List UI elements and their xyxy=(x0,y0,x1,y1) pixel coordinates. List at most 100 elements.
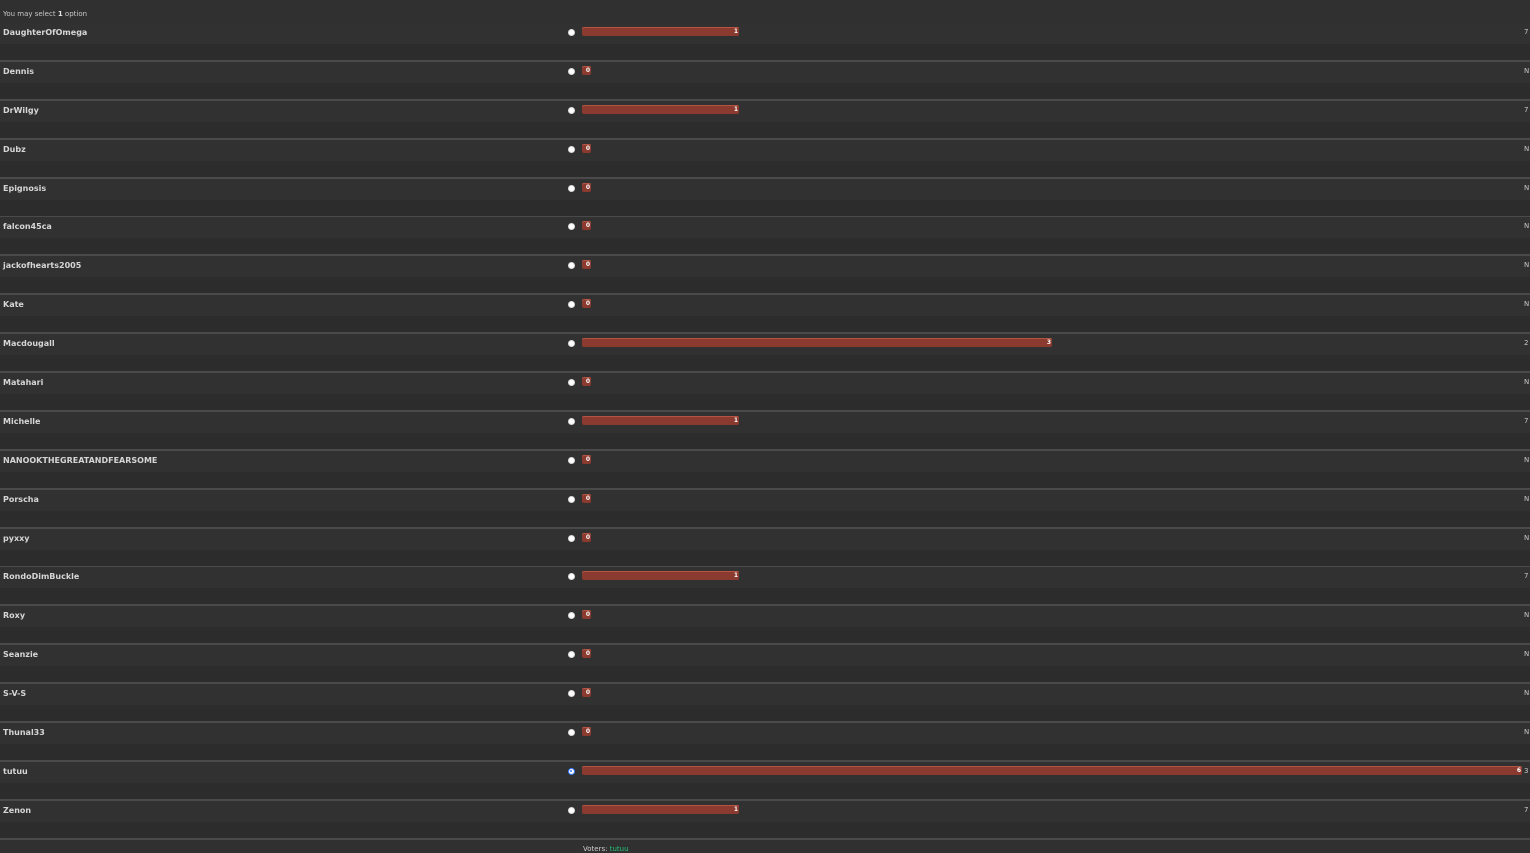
row-divider xyxy=(0,798,1530,801)
poll-option-voters-row: Voters: tutuu xyxy=(0,821,1530,853)
vote-count: 0 xyxy=(585,378,590,386)
vote-bar: 1 xyxy=(582,571,739,581)
option-name: Seanzie xyxy=(3,650,39,660)
vote-count: 0 xyxy=(585,611,590,619)
poll-instructions: You may select 1 option xyxy=(3,9,87,19)
poll-option-main: jackofhearts2005 0 N xyxy=(0,256,1530,279)
option-radio-button[interactable] xyxy=(568,184,575,192)
vote-count: 0 xyxy=(585,261,590,269)
vote-percent: N xyxy=(1524,261,1530,270)
poll-option-row: S-V-S0NVoters: None xyxy=(0,684,1530,736)
poll-option-main: pyxxy 0 N xyxy=(0,528,1530,551)
row-divider xyxy=(0,371,1530,374)
vote-bar: 0 xyxy=(582,610,591,620)
row-divider xyxy=(0,332,1530,335)
option-radio-button[interactable] xyxy=(568,806,575,814)
poll-option-row: RondoDimBuckle 1 7 Voters: Thunal33 xyxy=(0,567,1530,619)
option-radio-button[interactable] xyxy=(568,340,575,348)
vote-bar: 1 xyxy=(582,804,739,814)
vote-percent: 7 xyxy=(1524,805,1529,814)
option-radio-button[interactable] xyxy=(568,301,575,309)
poll-option-row: Dubz0NVoters: None xyxy=(0,139,1530,192)
poll-option-row: Zenon 1 7 Voters: tutuu xyxy=(0,800,1530,853)
poll-option-voters-row: Voters: None xyxy=(0,82,1530,114)
option-radio-button[interactable] xyxy=(568,495,575,503)
poll-option-voters-row: Voters: pyxxy xyxy=(0,121,1530,153)
poll-option-voters-row: Voters: Thunal33 xyxy=(0,588,1530,619)
option-name: Epignosis xyxy=(3,183,47,193)
vote-count: 3 xyxy=(1046,339,1051,347)
vote-count: 0 xyxy=(585,183,590,191)
option-name: Macdougall xyxy=(3,339,55,349)
poll-option-row: Epignosis0NVoters: None xyxy=(0,178,1530,231)
vote-percent: 3 xyxy=(1524,766,1529,775)
option-radio-button[interactable] xyxy=(568,145,575,153)
vote-percent: N xyxy=(1524,689,1530,698)
vote-bar: 3 xyxy=(582,338,1052,348)
option-name: Roxy xyxy=(3,611,26,621)
vote-bar: 0 xyxy=(582,454,591,464)
option-radio-button[interactable] xyxy=(568,456,575,464)
option-radio-button[interactable] xyxy=(568,29,575,36)
option-radio-button[interactable] xyxy=(568,223,575,231)
row-divider xyxy=(0,837,1530,840)
row-divider xyxy=(0,60,1530,62)
option-radio-button[interactable] xyxy=(568,106,575,114)
option-name: Zenon xyxy=(3,805,32,815)
poll-option-voters-row: Voters: None xyxy=(0,238,1530,269)
vote-percent: N xyxy=(1524,728,1530,737)
option-radio-button[interactable] xyxy=(568,690,575,698)
row-divider xyxy=(0,721,1530,724)
poll-option-main: DaughterOfOmega 1 7 xyxy=(0,23,1530,45)
poll-option-voters-row: Voters: None xyxy=(0,277,1530,308)
poll-option-voters-row: Voters: None xyxy=(0,627,1530,658)
poll-option-voters-row: Voters: None xyxy=(0,316,1530,347)
poll-option-row: Matahari 0 N Voters: None xyxy=(0,373,1530,425)
vote-count: 1 xyxy=(733,416,738,424)
poll-option-main: Matahari 0 N xyxy=(0,373,1530,396)
row-divider xyxy=(0,215,1530,218)
vote-bar: 1 xyxy=(582,104,739,114)
poll-option-row: jackofhearts20050NVoters: None xyxy=(0,256,1530,308)
poll-options-list: DaughterOfOmega 1 7 Voters: NANOOKTHEGREATA… xyxy=(0,23,1530,853)
option-radio-button[interactable] xyxy=(568,262,575,270)
vote-bar: 0 xyxy=(582,221,591,231)
option-name: falcon45ca xyxy=(3,222,52,232)
vote-percent: 2 xyxy=(1524,339,1529,348)
option-name: Michelle xyxy=(3,416,41,426)
option-radio-button[interactable] xyxy=(568,573,575,581)
vote-bar: 0 xyxy=(582,688,591,698)
row-divider xyxy=(0,254,1530,257)
row-divider xyxy=(0,760,1530,763)
vote-percent: 7 xyxy=(1524,28,1529,36)
poll-option-main: Dubz 0 N xyxy=(0,139,1530,162)
option-radio-button[interactable] xyxy=(568,379,575,387)
voter-link[interactable]: tutuu xyxy=(609,844,629,853)
poll-option-voters-row: Voters: Kate, falcon45ca, DrWilgy, Dubz,… xyxy=(0,782,1530,814)
vote-percent: N xyxy=(1524,650,1530,659)
vote-percent: N xyxy=(1524,66,1530,75)
poll-option-row: DaughterOfOmega 1 7 Voters: NANOOKTHEGREATA… xyxy=(0,23,1530,75)
option-radio-button[interactable] xyxy=(568,67,575,75)
vote-percent: 7 xyxy=(1524,416,1529,425)
vote-bar: 0 xyxy=(582,493,591,503)
option-radio-button[interactable] xyxy=(568,729,575,737)
option-radio-button[interactable] xyxy=(568,651,575,659)
vote-count: 0 xyxy=(585,222,590,230)
option-radio-button[interactable] xyxy=(568,534,575,542)
option-name: NANOOKTHEGREATANDFEARSOME xyxy=(3,455,158,465)
vote-bar: 0 xyxy=(582,649,591,659)
vote-percent: N xyxy=(1524,494,1530,503)
vote-bar: 0 xyxy=(582,182,591,192)
vote-bar: 0 xyxy=(582,65,591,75)
vote-percent: 7 xyxy=(1524,105,1529,114)
poll-option-main: Zenon 1 7 xyxy=(0,800,1530,823)
option-radio-button[interactable] xyxy=(568,417,575,425)
poll-option-main: S-V-S 0 N xyxy=(0,684,1530,707)
option-radio-button[interactable] xyxy=(568,612,575,620)
row-divider xyxy=(0,643,1530,646)
option-radio-button[interactable] xyxy=(568,767,575,775)
vote-count: 0 xyxy=(585,455,590,463)
option-name: Thunal33 xyxy=(3,728,45,738)
vote-count: 0 xyxy=(585,650,590,658)
